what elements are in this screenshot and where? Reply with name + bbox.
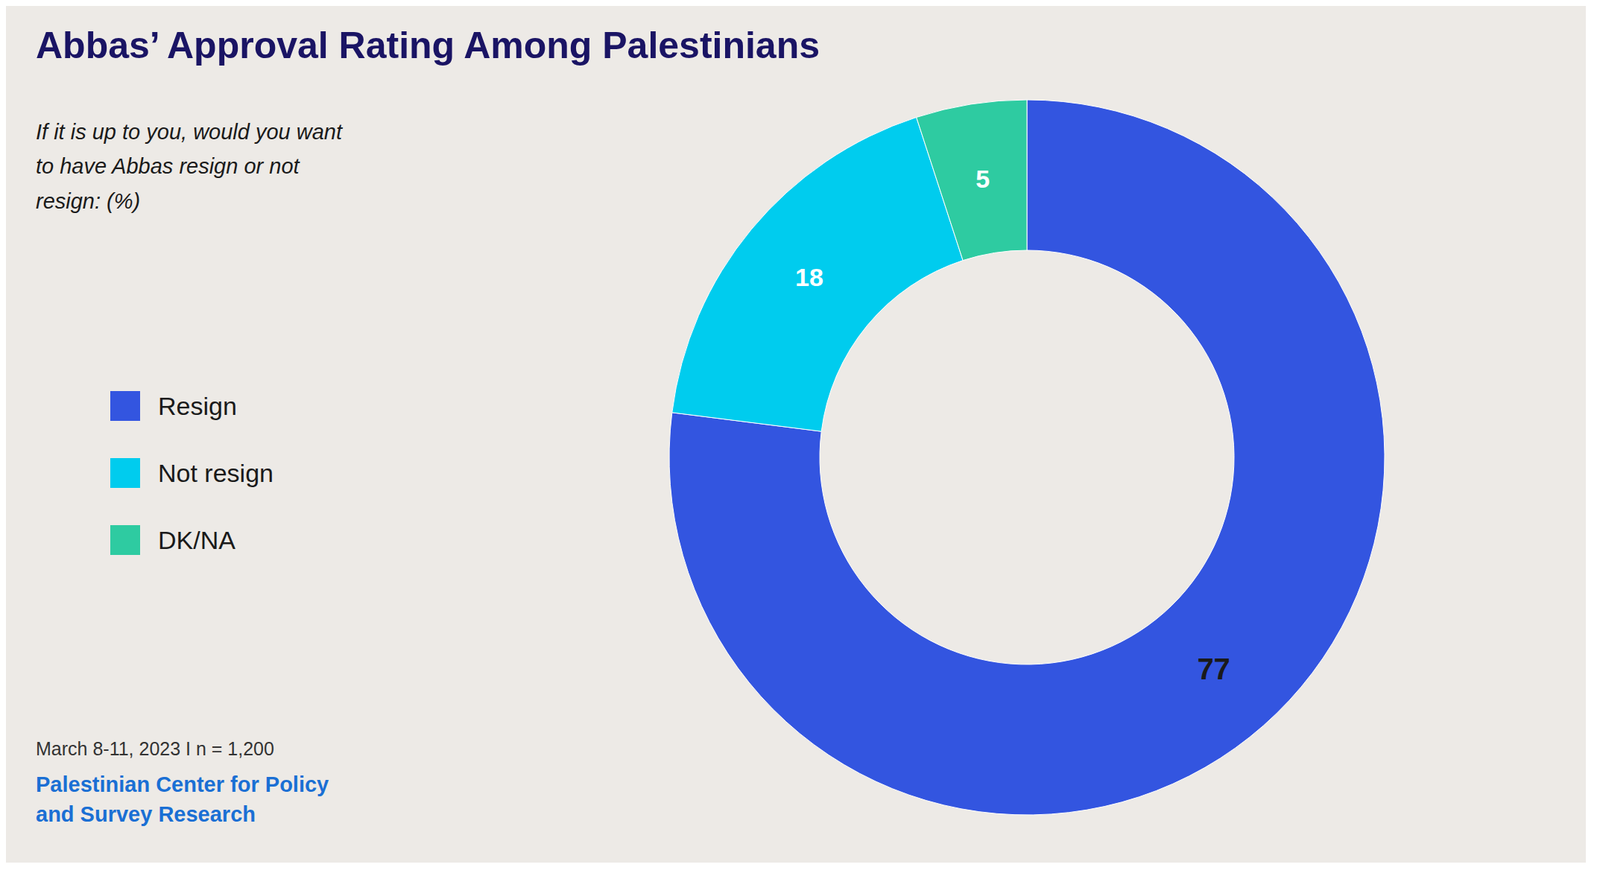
html-text:Abbas’ Approval Rating Among P: Abbas’ Approval Rating Among Palestinian… — [35, 24, 820, 67]
html-text:March 8-11, 2023 I n = 1,200: March 8-11, 2023 I n = 1,200 — [35, 738, 275, 760]
html-text:Resign: Resign — [157, 391, 237, 421]
html-text:Palestinian Center for Policy: Palestinian Center for Policy and Survey… — [35, 772, 329, 827]
html-text:DK/NA: DK/NA — [157, 526, 236, 555]
html-text:If it is up to you, would you: If it is up to you, would you want to ha… — [35, 119, 343, 213]
svg-text:77: 77 — [1196, 652, 1231, 686]
svg-text:5: 5 — [975, 164, 990, 194]
html-text:Not resign: Not resign — [157, 459, 274, 488]
svg-text:18: 18 — [795, 263, 824, 292]
